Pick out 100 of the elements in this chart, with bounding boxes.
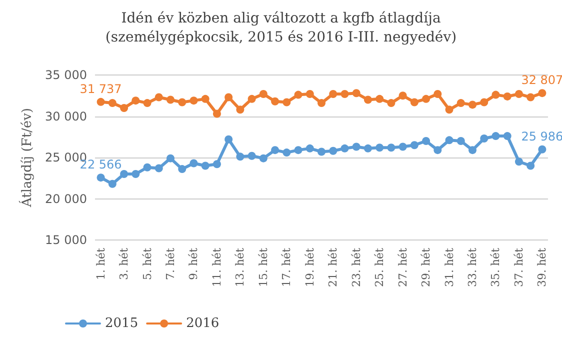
point	[271, 146, 280, 154]
point	[248, 94, 256, 103]
point	[398, 92, 407, 100]
x-tick-label: 29. hét	[420, 247, 433, 288]
point	[329, 146, 338, 155]
point	[456, 137, 465, 145]
point	[294, 146, 302, 154]
point	[445, 106, 454, 114]
y-tick-label: 15 000	[45, 233, 87, 247]
point	[259, 154, 268, 162]
point	[143, 99, 152, 108]
chart-title: Idén év közben alig változott a kgfb átlagdíja (személygépkocsik, 2015 és 2016 I-III. negyedév)	[105, 10, 457, 46]
point	[96, 98, 105, 106]
point	[340, 90, 349, 98]
x-tick-label: 11. hét	[210, 247, 224, 288]
x-tick-label: 19. hét	[303, 247, 316, 288]
point	[108, 99, 116, 108]
point	[376, 94, 384, 103]
point	[480, 98, 488, 106]
point	[526, 93, 535, 102]
point	[282, 148, 291, 157]
point	[340, 144, 349, 152]
point	[236, 106, 244, 114]
point	[120, 104, 128, 112]
x-tick-label: 1. hét	[94, 247, 108, 280]
legend-label: 2016	[186, 316, 220, 331]
x-tick-label: 33. hét	[466, 247, 479, 288]
point	[166, 96, 174, 104]
y-axis-title: Átlagdíj (Ft/év)	[18, 108, 36, 208]
point	[166, 154, 174, 162]
point	[212, 110, 221, 118]
point	[224, 135, 233, 144]
point	[503, 92, 512, 100]
x-tick-label: 31. hét	[442, 247, 456, 288]
point	[178, 165, 186, 174]
point	[422, 137, 430, 145]
point	[480, 134, 488, 143]
point	[318, 99, 326, 108]
point	[445, 136, 454, 144]
point	[492, 90, 500, 99]
point	[410, 98, 418, 106]
x-tick-label: 13. hét	[234, 247, 247, 288]
point	[329, 90, 338, 98]
point	[364, 144, 372, 152]
point	[190, 96, 198, 105]
data-label: 31 737	[80, 82, 122, 96]
point	[248, 152, 256, 160]
x-tick-label: 7. hét	[164, 247, 177, 280]
x-tick-label: 25. hét	[373, 247, 386, 288]
point	[352, 142, 360, 151]
x-tick-label: 21. hét	[326, 247, 340, 288]
point	[422, 94, 430, 103]
point	[318, 148, 326, 156]
point	[514, 158, 523, 166]
data-label: 32 807	[521, 73, 562, 88]
x-tick-label: 37. hét	[512, 247, 526, 288]
x-tick-label: 35. hét	[489, 247, 502, 288]
point	[376, 144, 384, 152]
point	[108, 180, 116, 188]
x-tick-label: 9. hét	[187, 247, 200, 280]
point	[132, 96, 140, 105]
point	[364, 96, 372, 104]
point	[212, 160, 221, 168]
x-tick-label: 15. hét	[256, 247, 270, 288]
point	[178, 98, 186, 106]
point	[201, 94, 210, 103]
point	[201, 162, 210, 170]
x-tick-label: 23. hét	[350, 247, 363, 288]
point	[526, 162, 535, 170]
point	[96, 174, 105, 182]
x-tick-label: 39. hét	[536, 247, 549, 288]
point	[410, 141, 418, 150]
point	[492, 132, 500, 140]
point	[387, 144, 396, 152]
point	[236, 152, 244, 161]
point	[259, 90, 268, 98]
y-tick-label: 30 000	[45, 109, 87, 124]
point	[224, 93, 233, 102]
point	[434, 146, 442, 154]
point	[398, 142, 407, 151]
point	[538, 89, 546, 98]
y-tick-label: 35 000	[45, 68, 87, 82]
point	[514, 90, 523, 98]
point	[294, 90, 302, 99]
x-tick-label: 5. hét	[140, 247, 154, 280]
point	[143, 163, 152, 172]
y-tick-label: 20 000	[45, 192, 87, 206]
point	[154, 93, 163, 102]
point	[387, 99, 396, 108]
point	[282, 98, 291, 106]
legend-label: 2015	[105, 316, 138, 331]
point	[271, 97, 280, 106]
x-tick-label: 3. hét	[118, 247, 131, 280]
point	[434, 90, 442, 98]
point	[503, 132, 512, 140]
x-tick-label: 17. hét	[280, 247, 294, 288]
point	[352, 89, 360, 98]
point	[132, 170, 140, 178]
point	[468, 146, 476, 154]
point	[120, 170, 128, 178]
